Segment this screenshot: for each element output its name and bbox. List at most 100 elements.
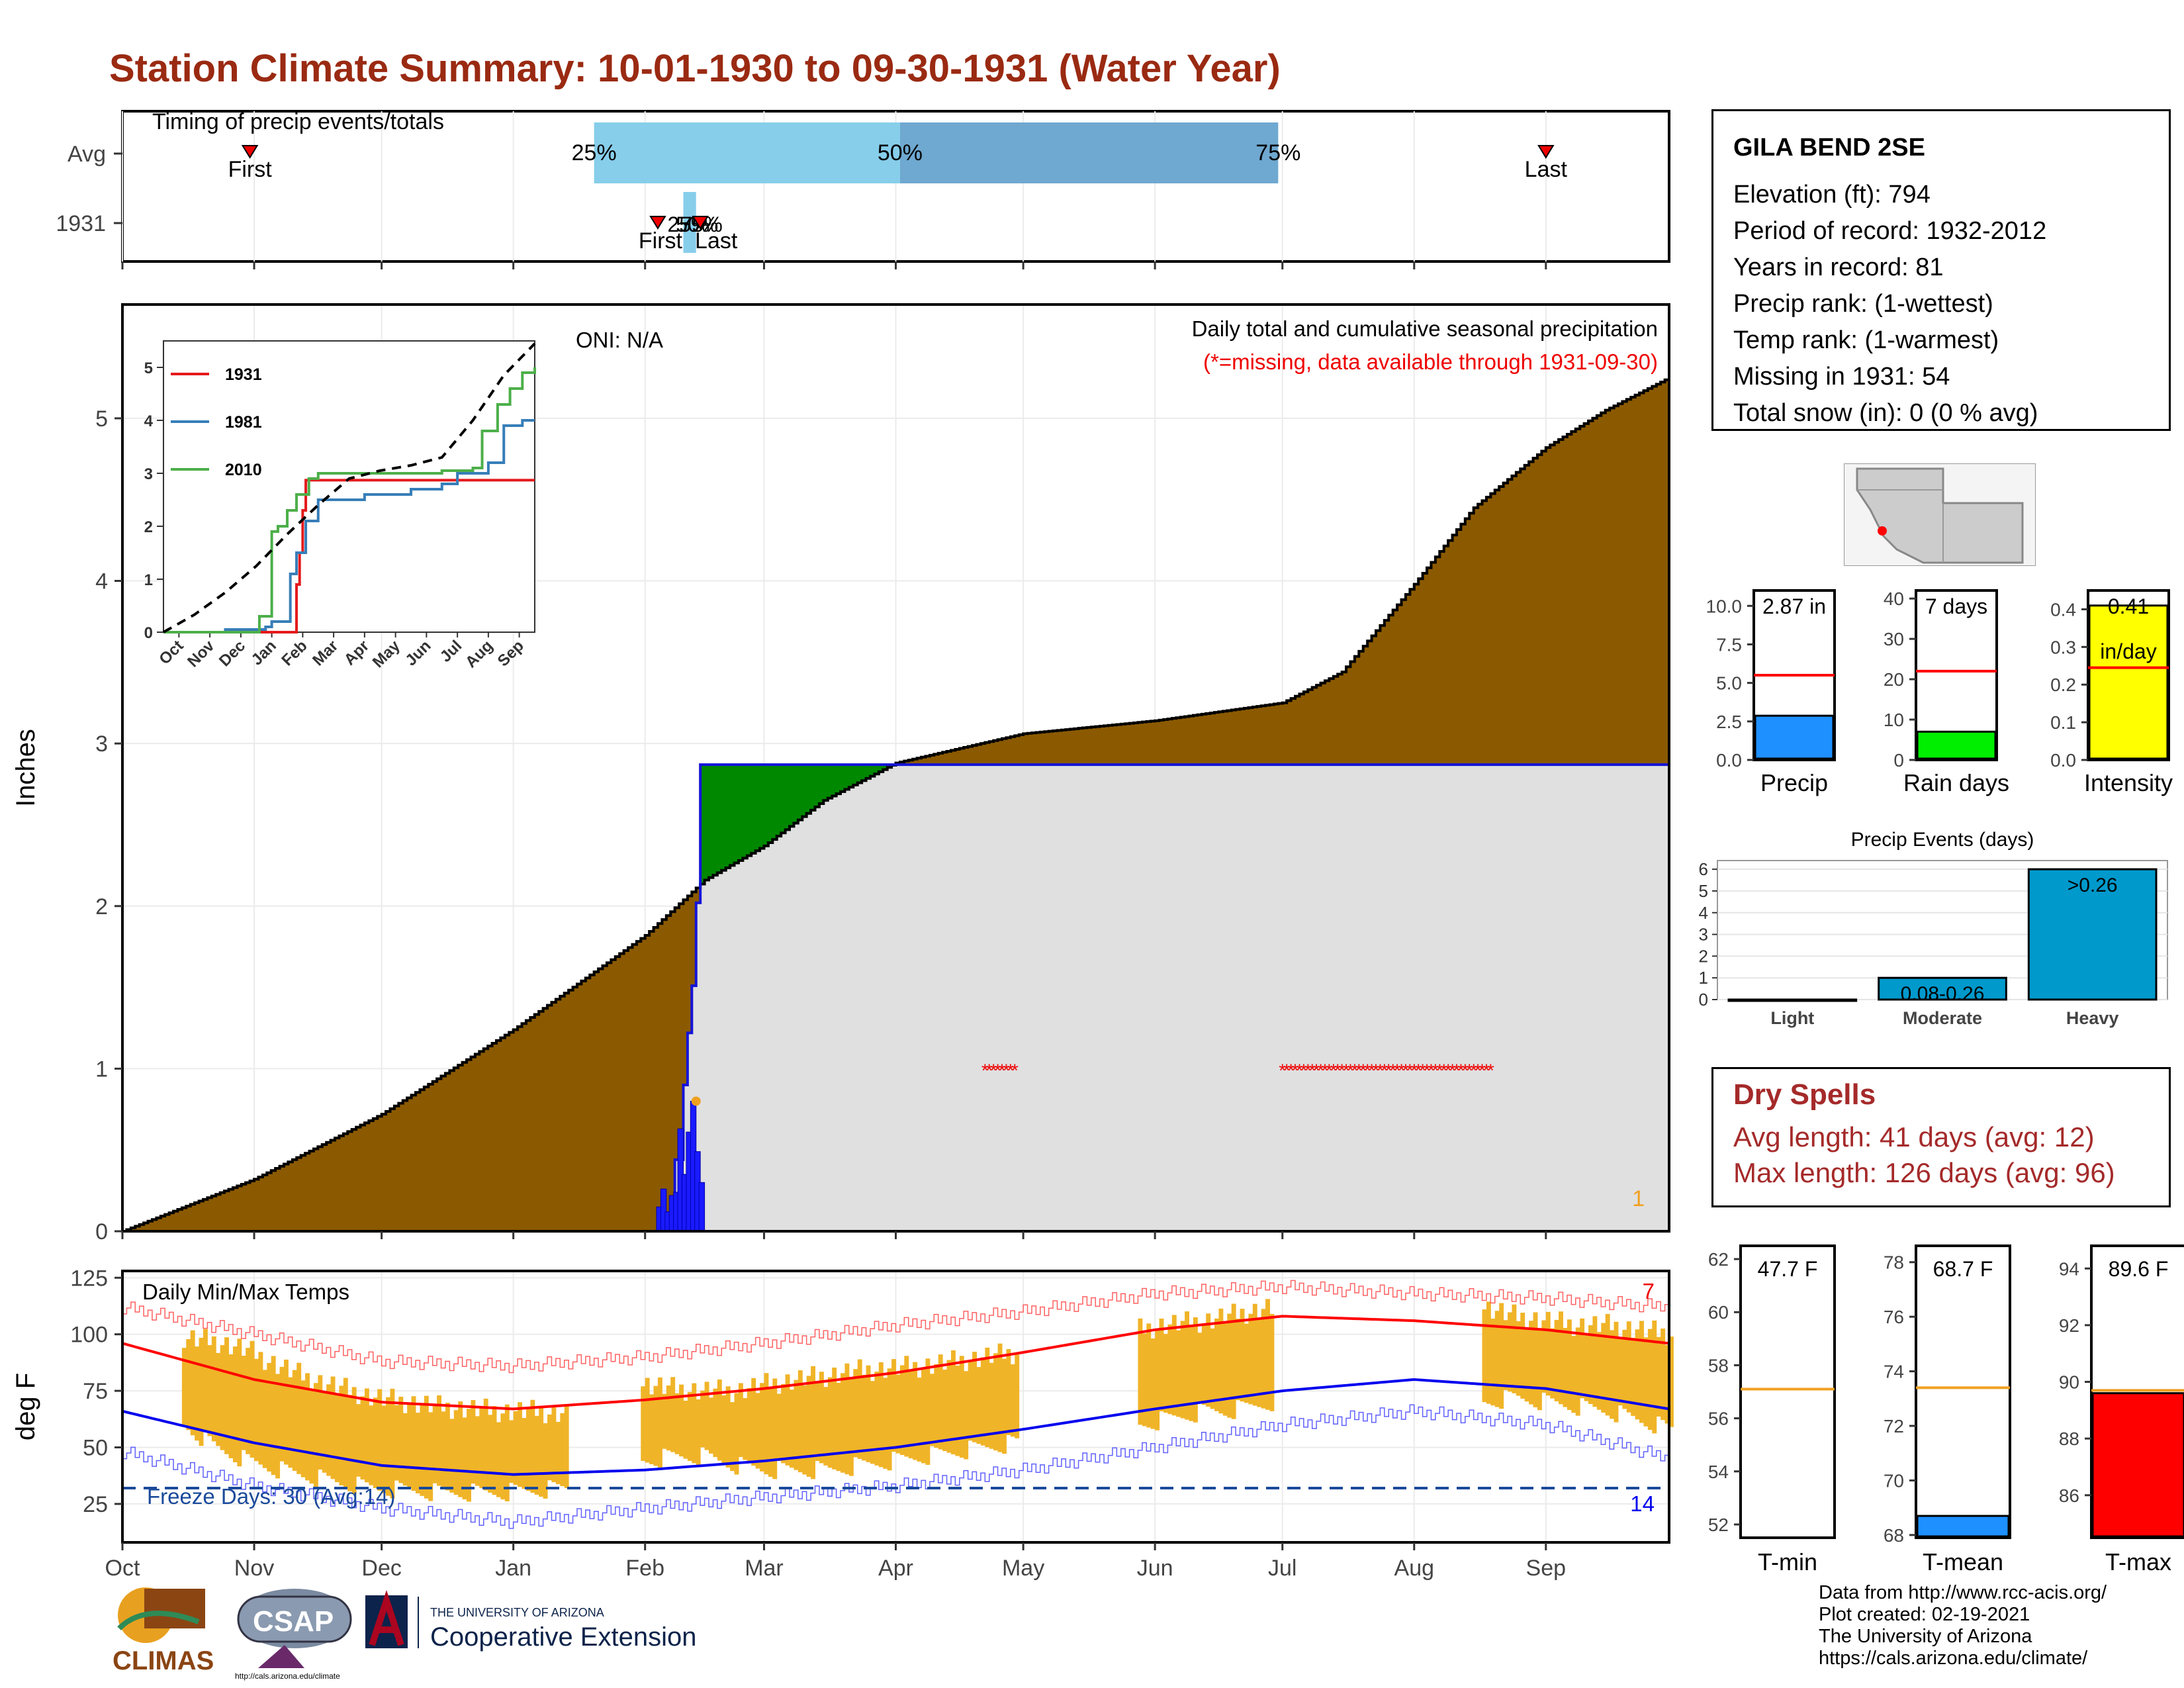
y-tick-label: 70 — [1884, 1470, 1904, 1491]
y-tick-label: 92 — [2059, 1315, 2079, 1336]
y-tick-label: 30 — [1884, 629, 1904, 649]
y-tick-label: 68 — [1884, 1525, 1904, 1546]
y-tick-label: 62 — [1708, 1249, 1729, 1270]
missing-marker: * — [1398, 1060, 1405, 1080]
events-category-label: Moderate — [1903, 1008, 1982, 1028]
missing-marker: * — [1003, 1060, 1010, 1080]
mini-bar-value — [1916, 730, 1997, 760]
missing-marker: * — [1432, 1060, 1439, 1080]
footer-credits: Data from http://www.rcc-acis.org/ Plot … — [1819, 1582, 2107, 1669]
y-tick-label: 54 — [1708, 1462, 1729, 1482]
climas-logo[interactable]: CLIMAS — [113, 1587, 214, 1675]
daily-temp-range-bar — [1567, 1319, 1572, 1410]
missing-marker: * — [1482, 1060, 1490, 1080]
daily-temp-range-bar — [1155, 1328, 1160, 1430]
x-tick-label: Apr — [878, 1556, 913, 1581]
missing-marker: * — [1415, 1060, 1422, 1080]
daily-temp-range-bar — [254, 1358, 259, 1462]
daily-temp-range-bar — [959, 1356, 964, 1458]
mini-bar-label: Precip — [1760, 769, 1828, 796]
daily-temp-range-bar — [1002, 1358, 1007, 1454]
dry-spells-box: Dry Spells Avg length: 41 days (avg: 12)… — [1711, 1067, 2171, 1207]
daily-temp-range-bar — [721, 1395, 727, 1464]
temp-chart: 25 50 75 100 125 Oct Nov Dec Jan Feb Mar Apr May Jun J… — [11, 1266, 1674, 1581]
daily-temp-range-bar — [1218, 1308, 1224, 1414]
daily-temp-range-bar — [547, 1414, 552, 1481]
daily-temp-range-bar — [1252, 1303, 1257, 1406]
y-tick-label: 100 — [70, 1323, 108, 1348]
daily-temp-range-bar — [772, 1378, 778, 1479]
daily-temp-range-bar — [1257, 1319, 1262, 1407]
y-tick-label: 10.0 — [1706, 596, 1743, 616]
daily-temp-range-bar — [437, 1395, 442, 1486]
daily-temp-range-bar — [929, 1374, 934, 1446]
daily-temp-range-bar — [641, 1386, 646, 1461]
events-bar — [2027, 868, 2158, 1001]
y1931-last-label: Last — [695, 228, 738, 254]
daily-temp-range-bar — [649, 1394, 655, 1464]
missing-marker: * — [1296, 1060, 1303, 1080]
missing-marker: * — [1385, 1060, 1392, 1080]
missing-marker: * — [1402, 1060, 1409, 1080]
inset-y-tick-label: 5 — [144, 359, 153, 377]
daily-temp-range-bar — [275, 1374, 281, 1479]
daily-temp-range-bar — [1150, 1338, 1156, 1429]
daily-temp-range-bar — [946, 1360, 952, 1453]
above-avg-segment — [721, 765, 727, 870]
missing-marker: * — [1475, 1060, 1482, 1080]
mini-bar-label: Rain days — [1903, 769, 2009, 796]
missing-marker: * — [981, 1060, 989, 1080]
inset-y-tick-label: 4 — [144, 412, 154, 430]
temp-bar-label: T-min — [1758, 1548, 1817, 1575]
above-avg-segment — [755, 765, 760, 851]
record-max-count: 7 — [1643, 1279, 1655, 1303]
missing-marker: * — [1287, 1060, 1295, 1080]
station-info-line: Years in record: 81 — [1733, 254, 1944, 281]
daily-temp-range-bar — [980, 1357, 985, 1446]
daily-precip-bar — [698, 1182, 705, 1232]
y-tick-label: 3 — [95, 731, 108, 757]
daily-temp-range-bar — [1592, 1316, 1598, 1407]
daily-temp-range-bar — [1596, 1332, 1602, 1410]
daily-temp-range-bar — [1563, 1328, 1568, 1407]
above-avg-segment — [713, 765, 718, 876]
daily-temp-range-bar — [985, 1347, 990, 1448]
daily-temp-range-bar — [411, 1396, 416, 1491]
daily-temp-range-bar — [657, 1377, 662, 1468]
missing-marker: * — [1338, 1060, 1345, 1080]
state-border — [1857, 489, 1944, 563]
missing-marker: * — [1394, 1060, 1401, 1080]
daily-temp-range-bar — [500, 1413, 506, 1500]
daily-temp-range-bar — [237, 1338, 242, 1467]
daily-temp-range-bar — [883, 1378, 888, 1469]
above-avg-segment — [811, 765, 816, 810]
above-avg-segment — [743, 765, 748, 859]
events-bar — [1878, 976, 2007, 1001]
y-tick-label: 76 — [1884, 1307, 1904, 1327]
daily-temp-range-bar — [1146, 1323, 1152, 1428]
daily-temp-range-bar — [827, 1377, 833, 1468]
above-avg-segment — [883, 765, 888, 770]
csap-logo[interactable]: CSAP http://cals.arizona.edu/climate — [235, 1589, 352, 1681]
daily-temp-range-bar — [220, 1345, 225, 1450]
daily-temp-range-bar — [1206, 1313, 1211, 1407]
ua-logo[interactable]: THE UNIVERSITY OF ARIZONA Cooperative Ex… — [365, 1589, 696, 1652]
csap-url: http://cals.arizona.edu/climate — [235, 1671, 340, 1681]
y1931-last-marker — [692, 216, 709, 230]
daily-temp-range-bar — [381, 1405, 387, 1493]
y-tick-label: 90 — [2059, 1372, 2079, 1393]
avg-max-line — [122, 1315, 1670, 1411]
daily-temp-range-bar — [1550, 1328, 1555, 1399]
above-avg-segment — [776, 765, 782, 837]
daily-temp-range-bar — [1138, 1318, 1143, 1425]
daily-temp-range-bar — [743, 1397, 748, 1460]
daily-temp-range-bar — [343, 1378, 348, 1489]
daily-temp-range-bar — [785, 1374, 790, 1466]
missing-marker: * — [985, 1060, 993, 1080]
missing-marker: * — [1359, 1060, 1367, 1080]
avg-last-marker — [1537, 145, 1555, 159]
above-avg-segment — [853, 765, 858, 785]
daily-temp-range-bar — [1601, 1323, 1606, 1413]
x-tick-label: Nov — [234, 1556, 274, 1581]
